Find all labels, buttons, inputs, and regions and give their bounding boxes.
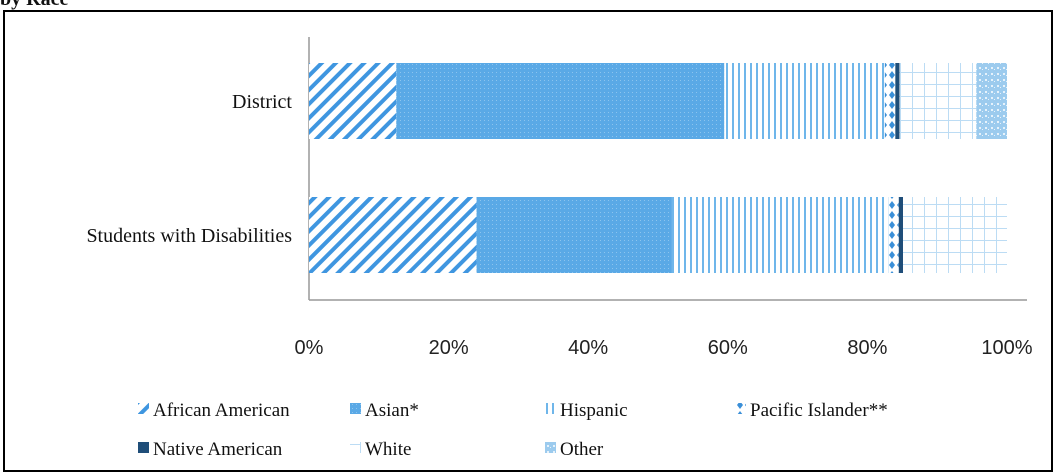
x-tick-label: 80% <box>847 337 887 359</box>
bar-pacific-islander-district <box>884 63 896 139</box>
x-tick-label: 40% <box>568 337 608 359</box>
category-label-students-with-disabilities: Students with Disabilities <box>86 225 292 247</box>
legend-swatch-native-american <box>138 442 149 453</box>
legend-swatch-asian <box>350 403 361 414</box>
bar-white-district <box>899 63 977 139</box>
legend-label-hispanic: Hispanic <box>560 400 628 421</box>
legend-label-asian: Asian* <box>365 400 419 421</box>
x-tick-label: 100% <box>981 337 1032 359</box>
legend-swatch-hispanic <box>545 403 556 414</box>
chart-frame <box>3 10 1053 472</box>
legend: African American Asian* Hispanic Pacific Is… <box>138 400 888 460</box>
legend-label-african-american: African American <box>153 400 290 421</box>
bar-asian-district <box>396 63 725 139</box>
x-tick-label: 0% <box>295 337 324 359</box>
x-tick-label: 60% <box>708 337 748 359</box>
legend-swatch-pacific-islander <box>735 403 746 414</box>
plot-area: District Students with Disabilities 0% 20% 4… <box>86 37 1033 359</box>
x-tick-label: 20% <box>429 337 469 359</box>
legend-label-other: Other <box>560 439 604 460</box>
legend-label-white: White <box>365 439 411 460</box>
legend-label-native-american: Native American <box>153 439 283 460</box>
bar-white-students-with-disabilities <box>902 197 1007 273</box>
bar-hispanic-students-with-disabilities <box>671 197 889 273</box>
bar-other-district <box>976 63 1007 139</box>
category-label-district: District <box>232 91 292 113</box>
legend-label-pacific-islander: Pacific Islander** <box>750 400 888 421</box>
bar-african-american-district <box>309 63 397 139</box>
legend-swatch-white <box>350 442 361 453</box>
chart-heading-fragment: by Race <box>0 0 68 11</box>
bar-native-american-district <box>895 63 900 139</box>
bar-native-american-students-with-disabilities <box>898 197 903 273</box>
bar-asian-students-with-disabilities <box>476 197 672 273</box>
legend-swatch-other <box>545 442 556 453</box>
bar-pacific-islander-students-with-disabilities <box>888 197 899 273</box>
legend-swatch-african-american <box>138 403 149 414</box>
bar-african-american-students-with-disabilities <box>309 197 477 273</box>
bar-hispanic-district <box>724 63 885 139</box>
